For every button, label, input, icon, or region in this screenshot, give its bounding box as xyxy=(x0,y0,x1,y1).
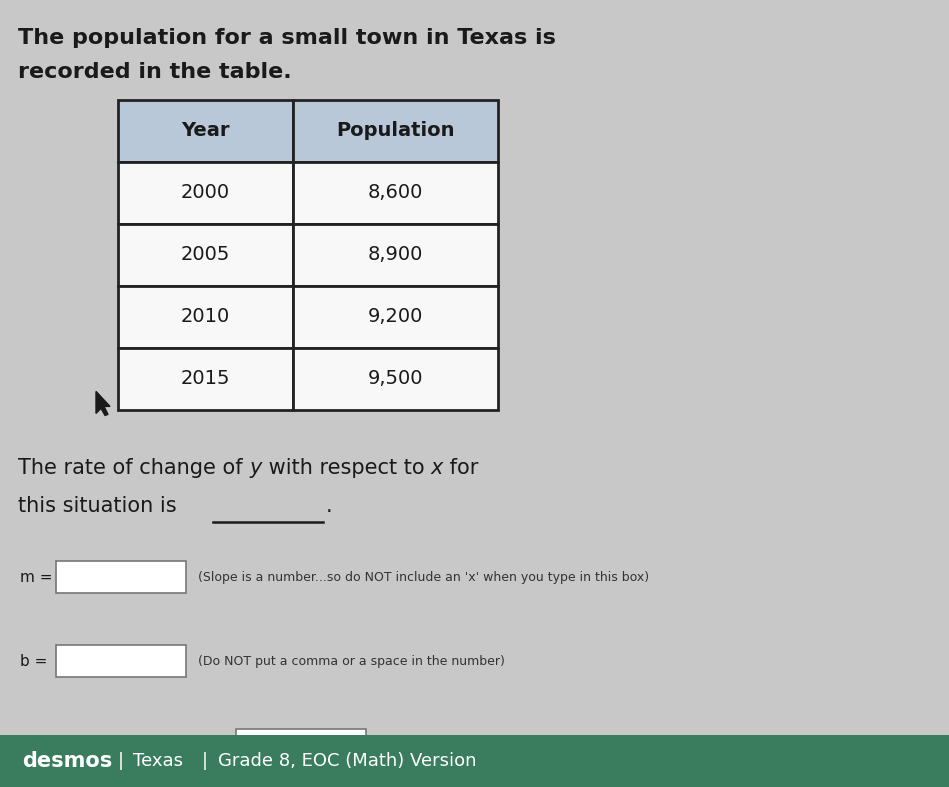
Text: Grade 8, EOC (Math) Version: Grade 8, EOC (Math) Version xyxy=(218,752,476,770)
Bar xyxy=(236,729,366,761)
Bar xyxy=(118,286,293,348)
Bar xyxy=(56,645,186,677)
Bar xyxy=(0,735,949,787)
Bar xyxy=(118,100,293,162)
Text: 8,600: 8,600 xyxy=(368,183,423,202)
Bar xyxy=(118,224,293,286)
Text: (Do NOT put any spaces between anything you type in or a comma in the numbers): (Do NOT put any spaces between anything … xyxy=(378,738,876,752)
Text: m =: m = xyxy=(20,570,52,585)
Text: x: x xyxy=(431,458,443,478)
Text: recorded in the table.: recorded in the table. xyxy=(18,62,291,82)
Text: with respect to: with respect to xyxy=(262,458,431,478)
Text: .: . xyxy=(326,496,333,516)
Text: 9,500: 9,500 xyxy=(368,370,423,389)
Text: y: y xyxy=(250,458,262,478)
Text: Population: Population xyxy=(336,121,455,141)
Text: |: | xyxy=(118,752,124,770)
Text: The rate of change of: The rate of change of xyxy=(18,458,250,478)
Polygon shape xyxy=(96,391,110,416)
Bar xyxy=(293,286,498,348)
Text: 2000: 2000 xyxy=(181,183,230,202)
Text: Texas: Texas xyxy=(133,752,183,770)
Bar xyxy=(293,348,498,410)
Text: 2015: 2015 xyxy=(180,370,231,389)
Bar xyxy=(293,224,498,286)
Text: |: | xyxy=(202,752,208,770)
Text: (Do NOT put a comma or a space in the number): (Do NOT put a comma or a space in the nu… xyxy=(198,655,505,667)
Text: 2010: 2010 xyxy=(181,308,230,327)
Text: 2005: 2005 xyxy=(181,246,231,264)
Text: slope intercept form: y =: slope intercept form: y = xyxy=(20,738,187,752)
Bar xyxy=(293,162,498,224)
Text: 9,200: 9,200 xyxy=(368,308,423,327)
Text: Year: Year xyxy=(181,121,230,141)
Text: desmos: desmos xyxy=(22,751,112,771)
Text: for: for xyxy=(443,458,478,478)
Text: this situation is: this situation is xyxy=(18,496,177,516)
Bar xyxy=(118,162,293,224)
Text: (Slope is a number...so do NOT include an 'x' when you type in this box): (Slope is a number...so do NOT include a… xyxy=(198,571,649,583)
Bar xyxy=(293,100,498,162)
Text: The population for a small town in Texas is: The population for a small town in Texas… xyxy=(18,28,556,48)
Text: 8,900: 8,900 xyxy=(368,246,423,264)
Text: b =: b = xyxy=(20,653,47,668)
Bar xyxy=(56,561,186,593)
Bar xyxy=(118,348,293,410)
